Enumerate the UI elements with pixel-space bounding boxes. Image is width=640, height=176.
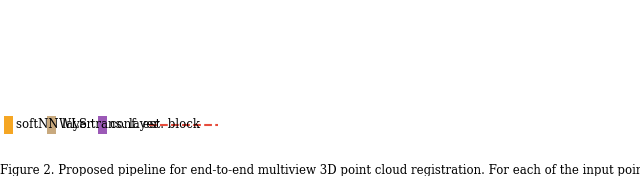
- FancyBboxPatch shape: [47, 116, 56, 134]
- FancyBboxPatch shape: [99, 116, 108, 134]
- Text: Figure 2. Proposed pipeline for end-to-end multiview 3D point cloud registration: Figure 2. Proposed pipeline for end-to-e…: [0, 164, 640, 176]
- Text: softNN layer: softNN layer: [15, 118, 92, 131]
- Text: WLS trans. layer: WLS trans. layer: [60, 118, 159, 131]
- FancyBboxPatch shape: [4, 116, 13, 134]
- Text: conf. est. block: conf. est. block: [110, 118, 200, 131]
